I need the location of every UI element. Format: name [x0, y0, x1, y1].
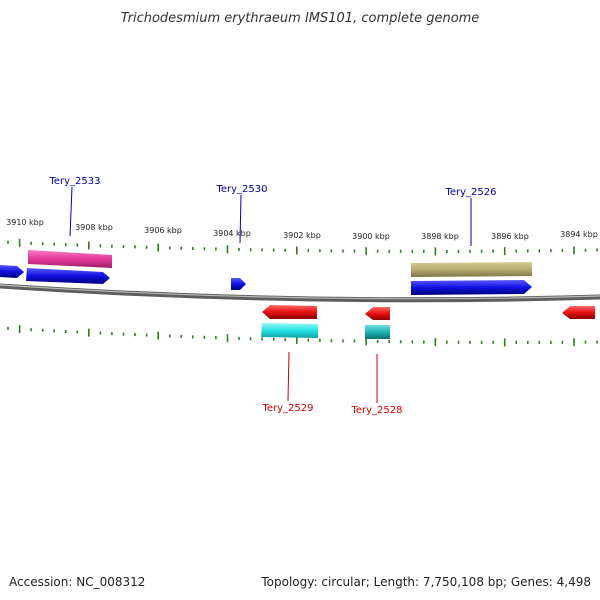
reverse-feature-tery-2528[interactable]	[365, 325, 390, 339]
scale-label: 3902 kbp	[283, 231, 321, 240]
gene-label-tery-2533[interactable]: Tery_2533	[48, 176, 100, 187]
gene-label-tery-2529[interactable]: Tery_2529	[261, 403, 313, 414]
label-leader-tery-2530	[239, 194, 242, 244]
gene-label-tery-2530[interactable]: Tery_2530	[215, 184, 267, 195]
gene-label-tery-2528[interactable]: Tery_2528	[350, 405, 402, 416]
forward-scale-ticks	[7, 238, 598, 256]
genome-backbone	[0, 283, 600, 303]
reverse-gene-tery-2528[interactable]	[365, 307, 390, 320]
scale-label: 3908 kbp	[75, 223, 113, 232]
scale-label: 3906 kbp	[144, 226, 182, 235]
scale-label: 3896 kbp	[491, 232, 529, 241]
scale-label: 3904 kbp	[213, 229, 251, 238]
forward-feature-tery-2533[interactable]	[28, 250, 112, 268]
reverse-gene-arrow[interactable]	[562, 306, 595, 319]
reverse-gene-tery-2529[interactable]	[262, 305, 317, 319]
forward-gene-tery-2526[interactable]	[411, 280, 532, 295]
label-leader-tery-2533	[69, 186, 73, 237]
scale-label: 3898 kbp	[421, 232, 459, 241]
label-leader-tery-2529	[287, 351, 290, 402]
scale-labels: 3910 kbp 3908 kbp 3906 kbp 3904 kbp 3902…	[6, 218, 598, 241]
scale-label: 3900 kbp	[352, 232, 390, 241]
gene-label-tery-2526[interactable]: Tery_2526	[444, 187, 496, 198]
scale-label: 3910 kbp	[6, 218, 44, 227]
genome-backbone-highlight	[0, 284, 600, 300]
reverse-feature-tery-2529[interactable]	[261, 323, 318, 338]
genome-summary-text: Topology: circular; Length: 7,750,108 bp…	[260, 575, 591, 589]
forward-gene-tery-2530[interactable]	[231, 278, 246, 290]
reverse-scale-ticks	[7, 325, 598, 347]
scale-label: 3894 kbp	[560, 230, 598, 239]
forward-gene-tery-2533[interactable]	[26, 268, 110, 284]
map-title: Trichodesmium erythraeum IMS101, complet…	[121, 11, 480, 26]
forward-gene-arrow[interactable]	[0, 265, 24, 278]
accession-text: Accession: NC_008312	[9, 575, 145, 589]
forward-feature-tery-2526[interactable]	[411, 262, 532, 277]
